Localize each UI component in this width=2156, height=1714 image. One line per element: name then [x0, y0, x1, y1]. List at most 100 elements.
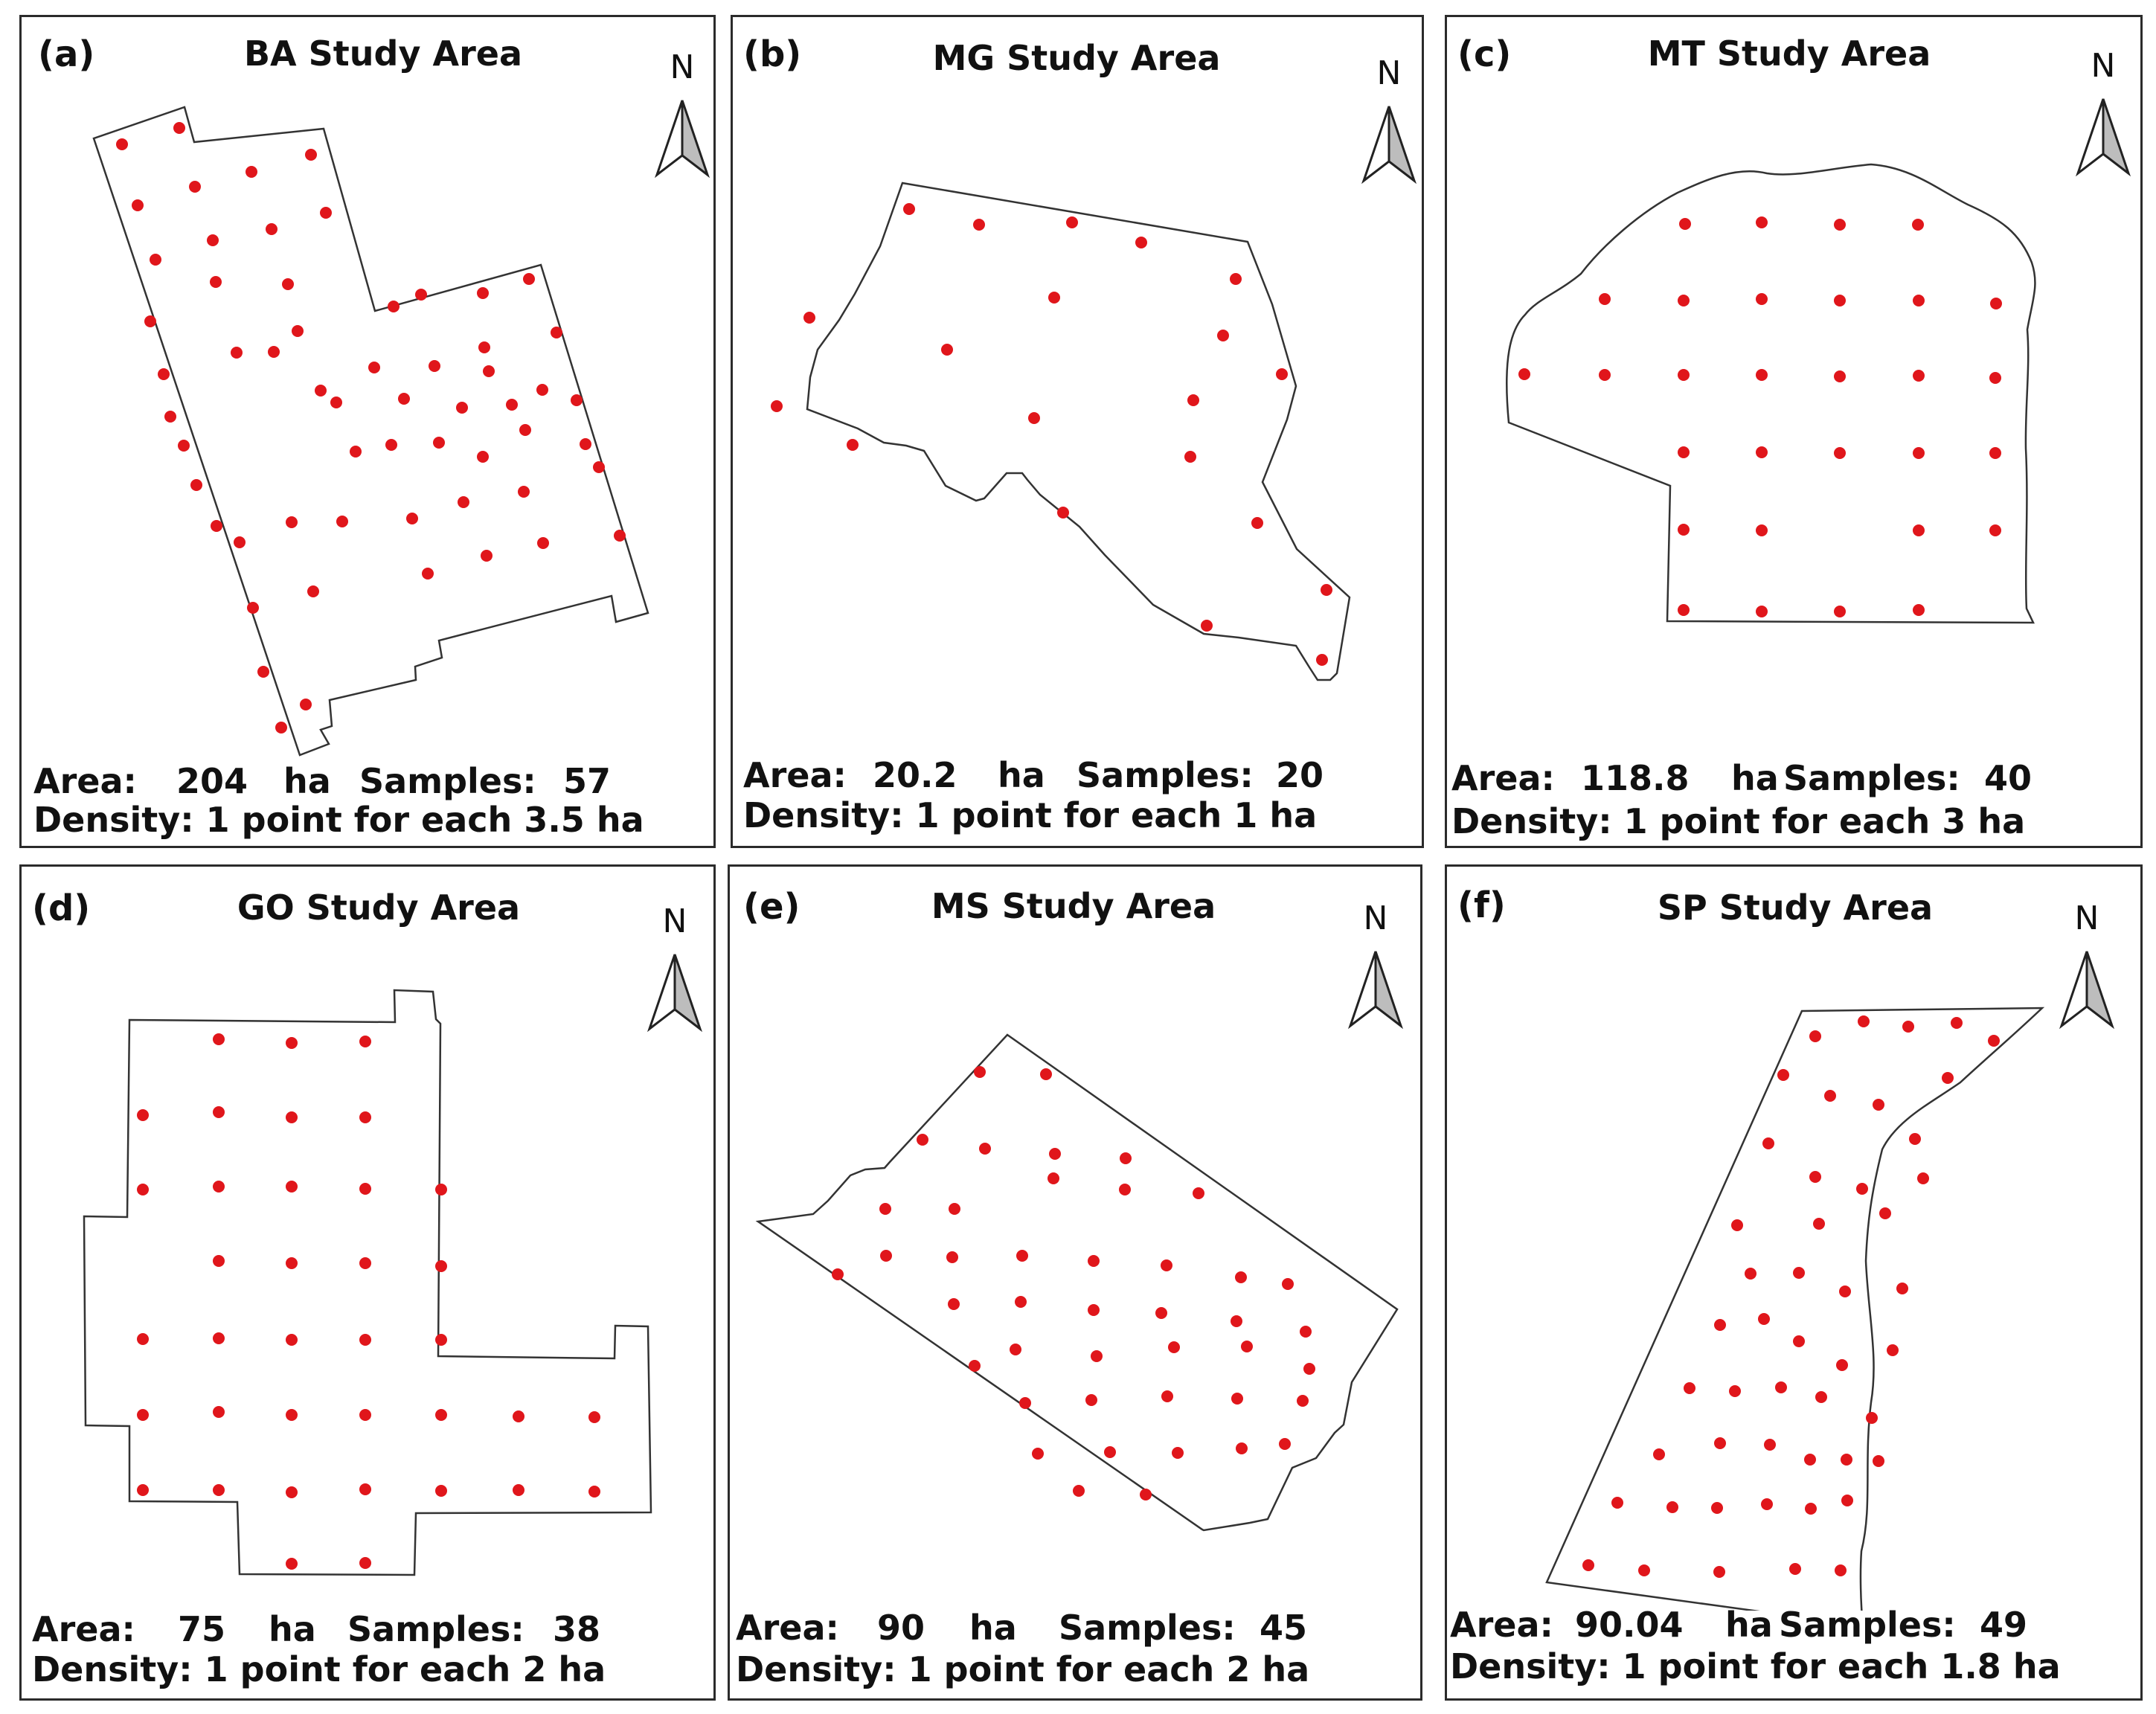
sample-point [1834, 447, 1846, 459]
sample-point [948, 1298, 960, 1310]
sample-point [1873, 1455, 1884, 1467]
sample-point [116, 138, 128, 150]
sample-point [1120, 1152, 1132, 1164]
sample-point [1088, 1255, 1100, 1267]
sample-point [435, 1184, 447, 1195]
north-label: N [670, 48, 695, 86]
sample-point [429, 360, 440, 372]
sample-point [1231, 1315, 1242, 1327]
sample-points [1582, 1015, 2000, 1578]
area-label: Area: [33, 761, 137, 801]
sample-point [1161, 1259, 1172, 1271]
sample-point [1756, 524, 1768, 536]
north-arrow-icon [1347, 951, 1404, 1030]
sample-point [1789, 1563, 1801, 1575]
sample-point [1193, 1187, 1204, 1199]
sample-point [880, 1250, 892, 1262]
sample-point [292, 325, 304, 337]
sample-point [1235, 1271, 1247, 1283]
sample-point [1010, 1344, 1021, 1355]
sample-point [1653, 1448, 1665, 1460]
sample-point [1988, 1035, 2000, 1047]
sample-point [173, 122, 185, 134]
sample-point [803, 312, 815, 324]
sample-point [1745, 1268, 1756, 1280]
sample-point [1140, 1489, 1152, 1500]
sample-point [286, 1037, 298, 1049]
sample-point [268, 346, 280, 358]
sample-point [1015, 1296, 1027, 1308]
sample-point [1599, 369, 1611, 381]
panel-title: BA Study Area [244, 33, 522, 74]
panel-label: (f) [1457, 885, 1506, 926]
sample-point [1599, 293, 1611, 305]
sample-point [305, 149, 317, 161]
sample-point [1841, 1454, 1852, 1466]
sample-point [286, 1181, 298, 1193]
area-unit: ha [1731, 758, 1779, 798]
sample-point [1230, 273, 1242, 285]
density-text: Density: 1 point for each 2 ha [32, 1649, 606, 1689]
north-arrow-icon [647, 954, 703, 1033]
sample-point [477, 451, 489, 463]
sample-point [1809, 1030, 1821, 1042]
panel-label: (e) [743, 886, 801, 928]
north-label: N [2091, 47, 2116, 85]
sample-point [1321, 584, 1332, 596]
sample-point [1088, 1304, 1100, 1316]
sample-point [588, 1411, 600, 1423]
sample-point [257, 666, 269, 678]
sample-point [1666, 1501, 1678, 1513]
sample-point [1913, 604, 1925, 616]
sample-point [190, 479, 202, 491]
panel-label: (c) [1457, 33, 1512, 75]
sample-point [917, 1134, 928, 1146]
study-area-boundary [755, 1033, 1399, 1532]
sample-point [231, 347, 243, 359]
sample-point [137, 1484, 149, 1496]
panel-d: (d) GO Study Area N Area: 75 ha Samples:… [19, 864, 716, 1701]
north-arrow-icon [1361, 106, 1417, 184]
sample-point [1896, 1283, 1908, 1294]
sample-point [537, 537, 549, 549]
sample-point [137, 1109, 149, 1121]
sample-point [879, 1203, 891, 1215]
north-label: N [1363, 899, 1388, 937]
sample-point [1161, 1390, 1173, 1402]
sample-point [1135, 237, 1147, 248]
sample-point [1678, 524, 1690, 536]
sample-point [359, 1557, 371, 1569]
sample-point [1155, 1307, 1167, 1319]
sample-point [1678, 446, 1690, 458]
sample-point [286, 1558, 298, 1570]
sample-point [307, 585, 319, 597]
sample-point [330, 397, 342, 408]
study-area-map [755, 1033, 1399, 1532]
sample-point [359, 1334, 371, 1346]
sample-point [1764, 1439, 1776, 1451]
sample-point [286, 1111, 298, 1123]
sample-point [1201, 620, 1213, 632]
sample-point [150, 254, 161, 266]
sample-point [477, 287, 489, 299]
sample-point [359, 1036, 371, 1047]
sample-points [771, 203, 1332, 666]
sample-point [1678, 369, 1690, 381]
area-value: 204 [176, 761, 248, 801]
sample-point [189, 181, 201, 193]
sample-point [234, 536, 246, 548]
sample-point [1990, 298, 2002, 309]
sample-point [1303, 1363, 1315, 1375]
sample-point [513, 1484, 524, 1496]
sample-point [266, 223, 277, 235]
sample-point [903, 203, 915, 215]
sample-point [1917, 1172, 1929, 1184]
sample-point [1032, 1448, 1044, 1460]
area-unit: ha [269, 1609, 316, 1649]
sample-point [1611, 1497, 1623, 1509]
sample-point [1989, 524, 2001, 536]
sample-point [1856, 1183, 1868, 1195]
sample-point [1793, 1335, 1805, 1347]
sample-point [1775, 1381, 1787, 1393]
sample-point [1756, 293, 1768, 305]
